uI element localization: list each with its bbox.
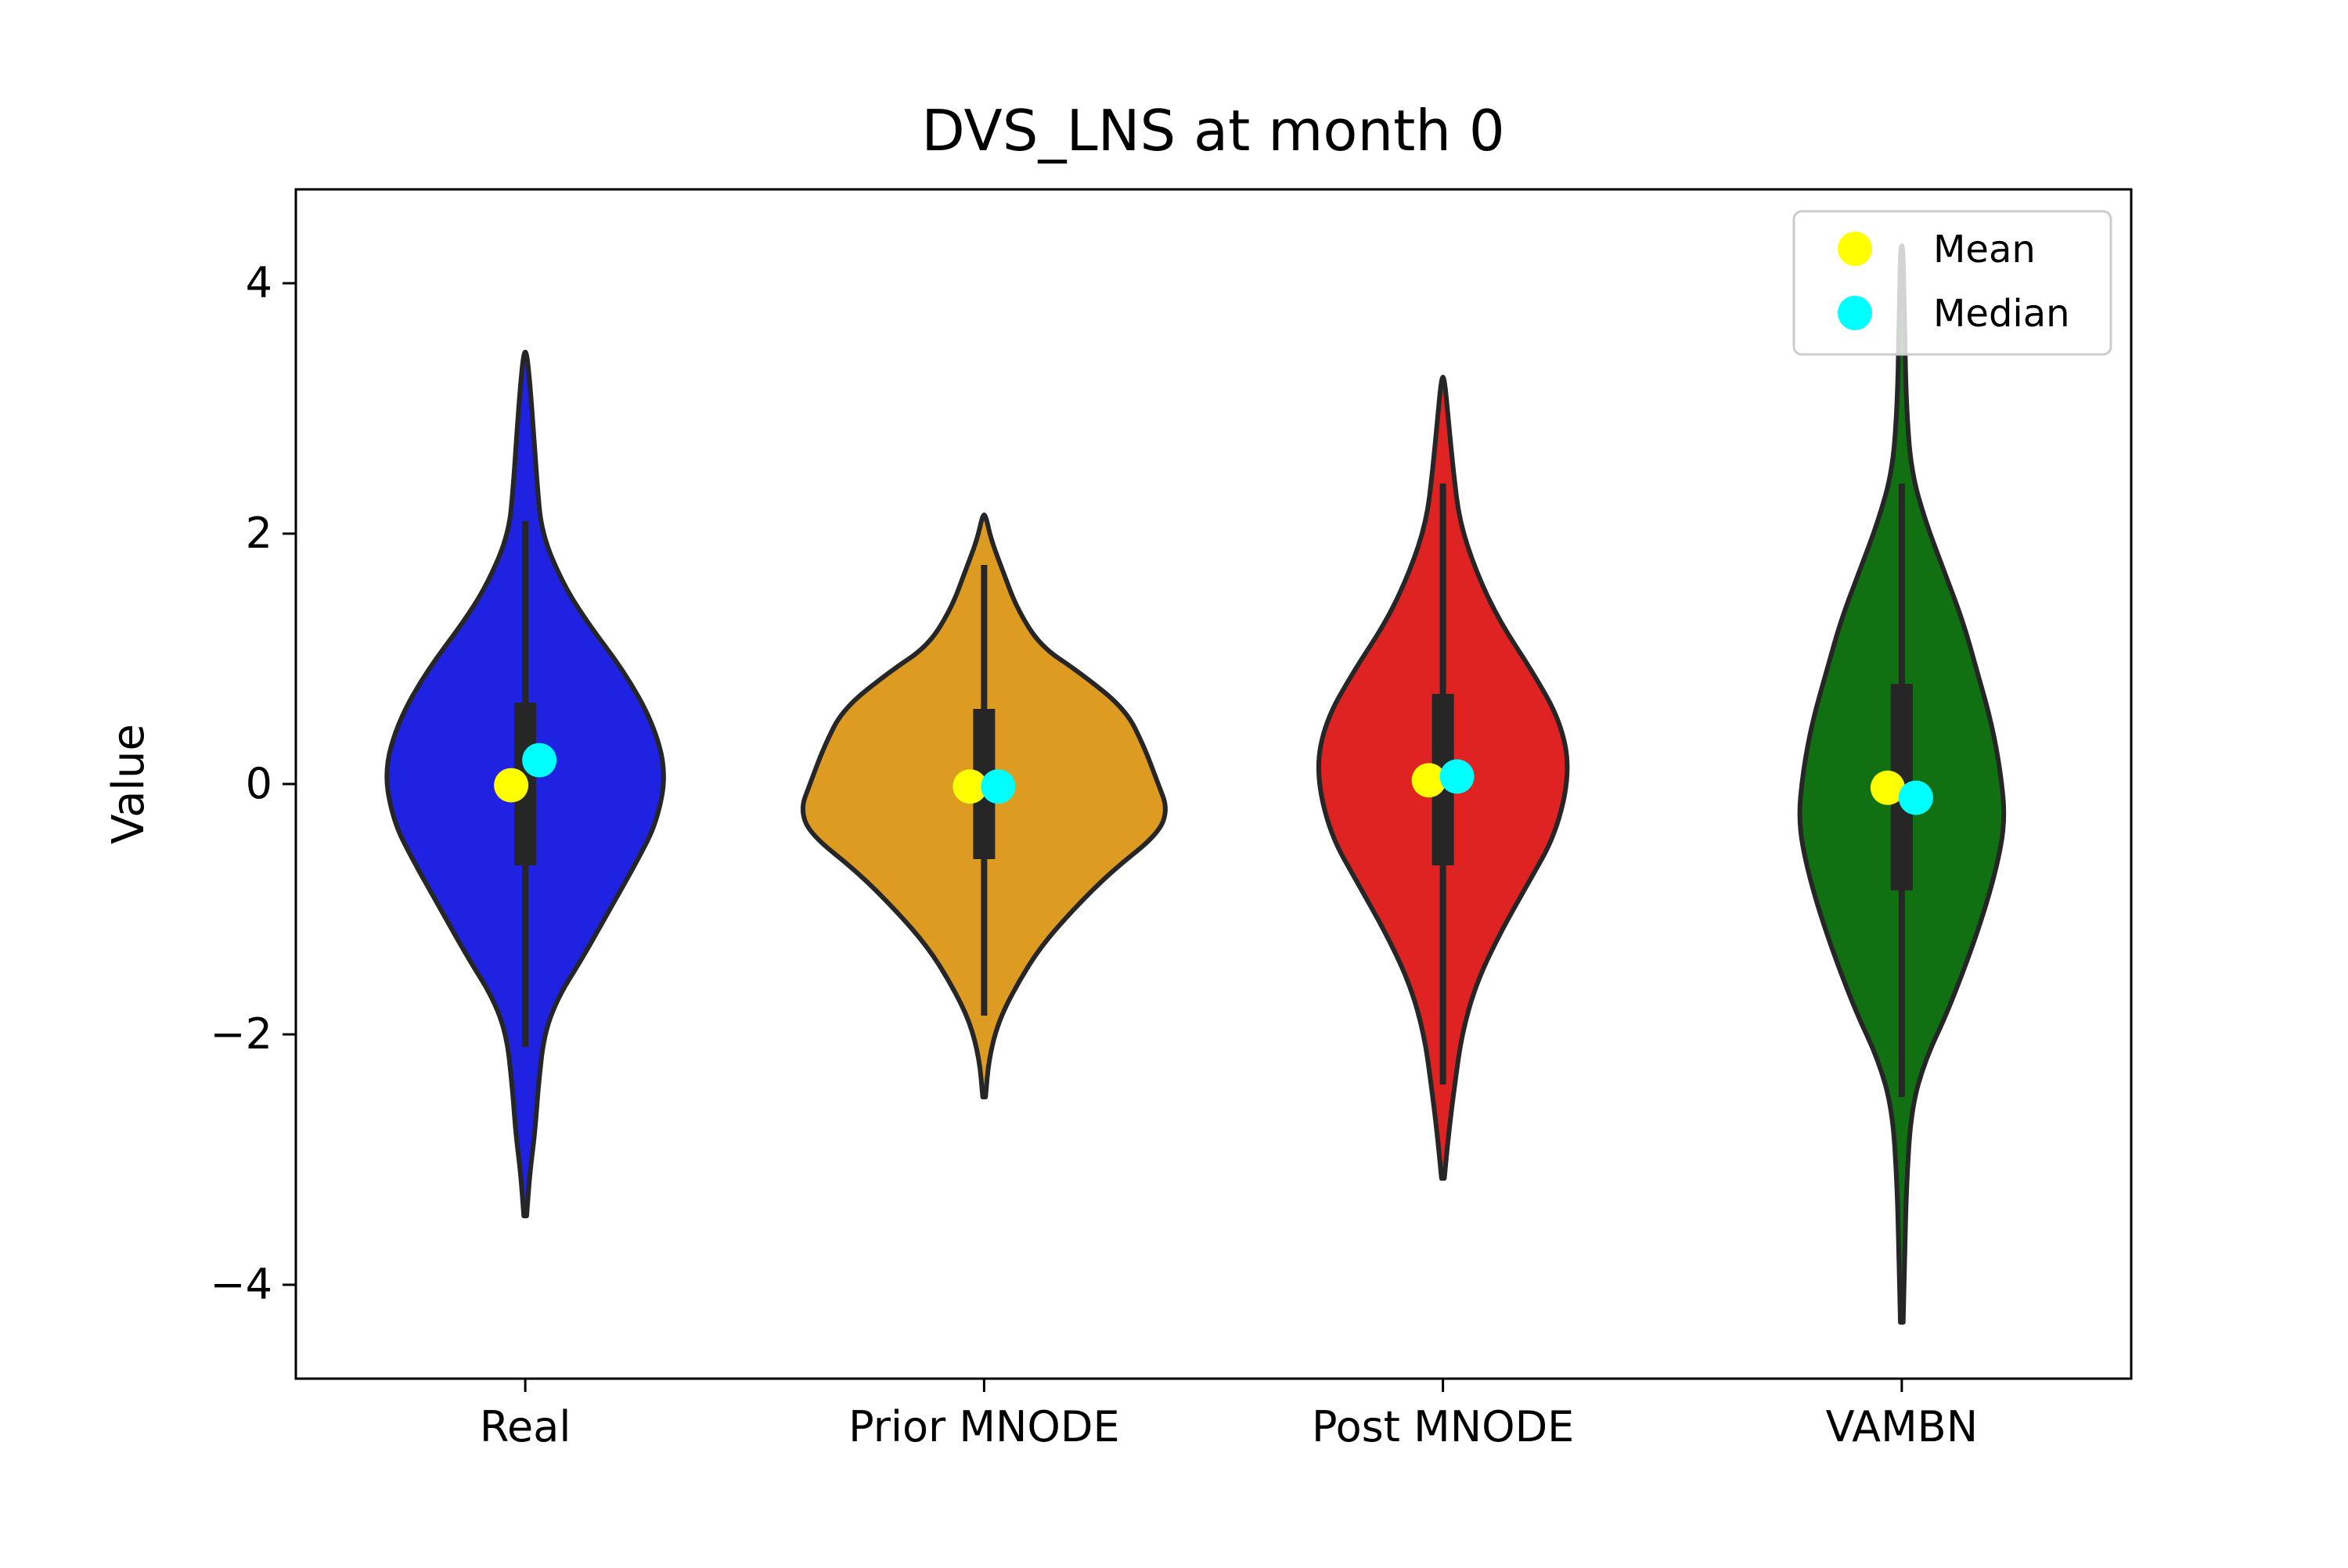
- legend-mean-marker: [1838, 232, 1872, 266]
- y-tick-label-3: 2: [246, 509, 272, 558]
- x-tick-label-3: VAMBN: [1826, 1402, 1978, 1451]
- median-point-2: [1439, 759, 1475, 794]
- legend-frame: [1792, 210, 2112, 356]
- legend: Mean Median: [1792, 210, 2112, 356]
- y-tick-label-0: −4: [210, 1260, 272, 1309]
- median-point-1: [981, 769, 1016, 804]
- y-tick-label-4: 4: [246, 258, 272, 307]
- mean-point-3: [1870, 770, 1905, 805]
- legend-median-label: Median: [1933, 292, 2070, 336]
- box-layer: [514, 484, 1913, 1097]
- mean-point-1: [953, 769, 988, 804]
- x-axis: Real Prior MNODE Post MNODE VAMBN: [480, 1379, 1978, 1451]
- chart-title: DVS_LNS at month 0: [921, 98, 1504, 164]
- mean-point-2: [1411, 763, 1446, 798]
- x-tick-label-2: Post MNODE: [1312, 1402, 1574, 1451]
- x-tick-label-0: Real: [480, 1402, 571, 1451]
- legend-mean-label: Mean: [1933, 228, 2036, 272]
- violins-layer: [384, 243, 2007, 1325]
- median-point-0: [522, 743, 557, 778]
- points-layer: [494, 743, 1933, 815]
- median-point-3: [1898, 780, 1933, 815]
- y-axis: −4 −2 0 2 4: [210, 258, 296, 1309]
- mean-point-0: [494, 768, 529, 803]
- x-tick-label-1: Prior MNODE: [848, 1402, 1119, 1451]
- y-tick-label-1: −2: [210, 1009, 272, 1059]
- legend-median-marker: [1838, 296, 1872, 330]
- y-tick-label-2: 0: [246, 759, 272, 808]
- y-axis-label: Value: [103, 724, 154, 844]
